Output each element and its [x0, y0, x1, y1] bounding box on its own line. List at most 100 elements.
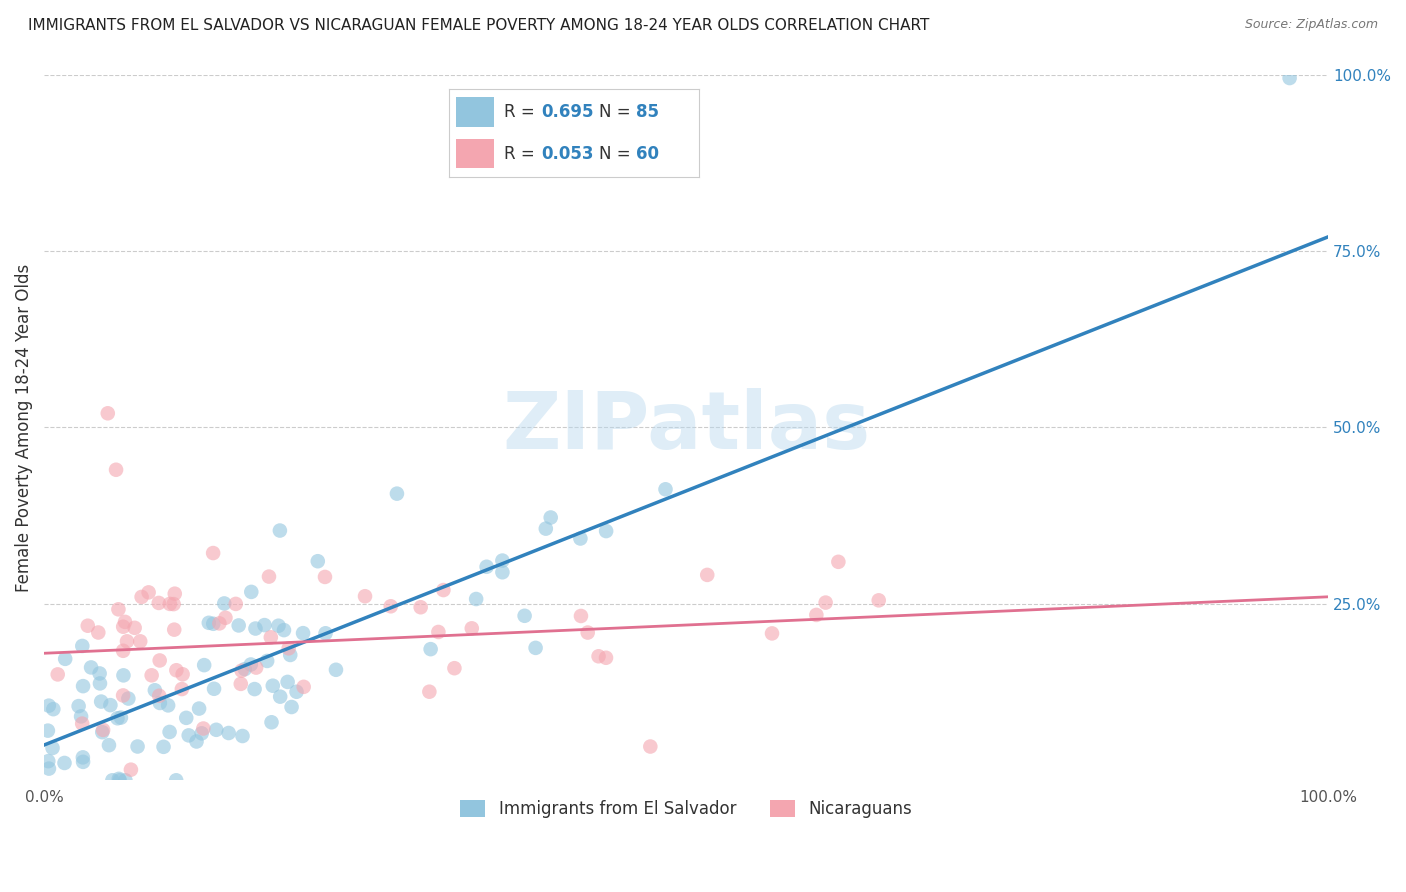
Point [427, 624, 450, 639]
Point [91, 723, 114, 737]
Point [37, 723, 59, 738]
Point [214, 611, 236, 625]
Point [292, 626, 315, 640]
Point [177, 728, 200, 742]
Text: Source: ZipAtlas.com: Source: ZipAtlas.com [1244, 18, 1378, 31]
Point [385, 486, 408, 500]
Point [262, 679, 284, 693]
Point [188, 701, 211, 715]
Point [208, 616, 231, 631]
Point [569, 532, 592, 546]
Point [141, 668, 163, 682]
Point [419, 642, 441, 657]
Point [72, 639, 94, 653]
Point [245, 660, 267, 674]
Point [91, 725, 114, 739]
Point [97, 406, 120, 420]
Point [53, 756, 76, 770]
Point [202, 681, 225, 696]
Point [868, 593, 890, 607]
Point [193, 722, 215, 736]
Point [131, 590, 153, 604]
Point [595, 524, 617, 538]
Point [112, 620, 135, 634]
Point [315, 626, 337, 640]
Point [228, 618, 250, 632]
Point [513, 608, 536, 623]
Point [38, 698, 60, 713]
Point [163, 587, 186, 601]
Legend: Immigrants from El Salvador, Nicaraguans: Immigrants from El Salvador, Nicaraguans [454, 793, 918, 825]
Point [202, 546, 225, 560]
Point [124, 621, 146, 635]
Point [42, 702, 65, 716]
Point [159, 597, 181, 611]
Point [149, 696, 172, 710]
Point [70, 716, 93, 731]
Point [267, 618, 290, 632]
Point [120, 763, 142, 777]
Point [72, 679, 94, 693]
Point [354, 589, 377, 603]
Point [307, 554, 329, 568]
Point [107, 602, 129, 616]
Point [277, 641, 299, 656]
Point [280, 700, 302, 714]
Point [443, 661, 465, 675]
Point [827, 555, 849, 569]
Point [576, 625, 599, 640]
Text: IMMIGRANTS FROM EL SALVADOR VS NICARAGUAN FEMALE POVERTY AMONG 18-24 YEAR OLDS C: IMMIGRANTS FROM EL SALVADOR VS NICARAGUA… [28, 18, 929, 33]
Point [218, 726, 240, 740]
Point [269, 524, 291, 538]
Point [588, 649, 610, 664]
Point [67, 699, 90, 714]
Point [278, 648, 301, 662]
Point [461, 621, 484, 635]
Point [186, 734, 208, 748]
Point [814, 596, 837, 610]
Point [229, 677, 252, 691]
Point [595, 650, 617, 665]
Point [152, 739, 174, 754]
Point [233, 662, 256, 676]
Point [87, 625, 110, 640]
Point [89, 676, 111, 690]
Point [269, 690, 291, 704]
Point [80, 660, 103, 674]
Point [696, 567, 718, 582]
Point [143, 683, 166, 698]
Point [163, 623, 186, 637]
Point [105, 463, 128, 477]
Point [46, 667, 69, 681]
Point [260, 630, 283, 644]
Point [108, 772, 131, 786]
Point [260, 715, 283, 730]
Point [418, 684, 440, 698]
Point [138, 585, 160, 599]
Point [89, 666, 111, 681]
Point [148, 689, 170, 703]
Point [524, 640, 547, 655]
Point [491, 553, 513, 567]
Point [256, 654, 278, 668]
Point [198, 615, 221, 630]
Point [148, 596, 170, 610]
Point [314, 570, 336, 584]
Point [540, 510, 562, 524]
Point [243, 682, 266, 697]
Point [76, 618, 98, 632]
Point [107, 711, 129, 725]
Point [112, 689, 135, 703]
Point [231, 729, 253, 743]
Point [90, 695, 112, 709]
Point [112, 668, 135, 682]
Point [380, 599, 402, 614]
Point [654, 483, 676, 497]
Point [174, 711, 197, 725]
Point [806, 607, 828, 622]
Point [212, 597, 235, 611]
Point [225, 597, 247, 611]
Point [72, 750, 94, 764]
Point [72, 755, 94, 769]
Point [475, 559, 498, 574]
